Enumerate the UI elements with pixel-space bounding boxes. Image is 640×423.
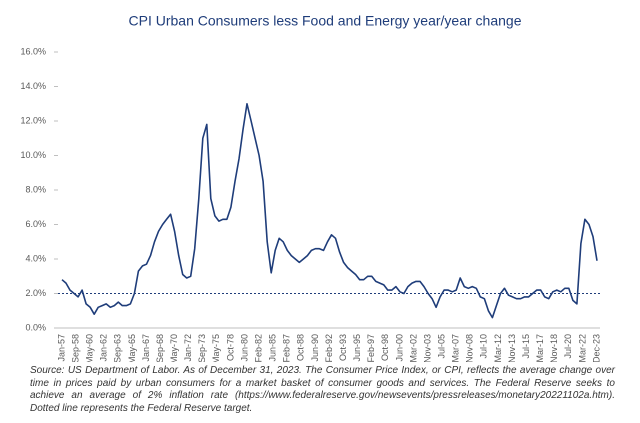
x-tick-label: May-70 <box>169 334 179 362</box>
y-tick-label: 10.0% <box>20 150 46 160</box>
x-tick-label: Feb-97 <box>366 334 376 362</box>
x-tick-label: Jan-72 <box>183 334 193 362</box>
x-tick-label: Jul-20 <box>563 334 573 359</box>
x-tick-label: Jan-57 <box>56 334 66 362</box>
x-tick-label: Jan-67 <box>141 334 151 362</box>
x-tick-label: May-75 <box>211 334 221 362</box>
x-tick-label: Sep-58 <box>70 334 80 362</box>
x-tick-label: Nov-18 <box>549 334 559 362</box>
x-tick-label: Mar-07 <box>451 334 461 362</box>
x-tick-label: May-65 <box>127 334 137 362</box>
y-tick-label: 6.0% <box>25 219 46 229</box>
x-tick-label: Sep-63 <box>113 334 123 362</box>
y-tick-label: 14.0% <box>20 81 46 91</box>
y-tick-label: 2.0% <box>25 288 46 298</box>
x-tick-label: Oct-98 <box>380 334 390 361</box>
y-tick-label: 12.0% <box>20 115 46 125</box>
x-tick-label: Feb-82 <box>253 334 263 362</box>
x-tick-label: Oct-78 <box>225 334 235 361</box>
source-note: Source: US Department of Labor. As of De… <box>30 365 615 414</box>
x-tick-label: Nov-13 <box>507 334 517 362</box>
y-tick-label: 16.0% <box>20 46 46 56</box>
x-tick-label: Mar-02 <box>408 334 418 362</box>
x-tick-label: Jul-15 <box>521 334 531 359</box>
x-tick-label: Nov-08 <box>465 334 475 362</box>
cpi-line <box>61 103 598 319</box>
x-tick-label: Sep-73 <box>197 334 207 362</box>
chart: CPI Urban Consumers less Food and Energy… <box>20 13 601 364</box>
x-tick-label: Jun-95 <box>352 334 362 362</box>
y-tick-label: 0.0% <box>25 322 46 332</box>
y-tick-label: 8.0% <box>25 184 46 194</box>
x-tick-label: Nov-03 <box>422 334 432 362</box>
x-tick-label: Mar-12 <box>493 334 503 362</box>
x-tick-label: Jun-85 <box>268 334 278 362</box>
x-tick-label: Oct-93 <box>338 334 348 361</box>
x-tick-label: Oct-88 <box>296 334 306 361</box>
x-tick-label: Jun-80 <box>239 334 249 362</box>
x-tick-label: Sep-68 <box>155 334 165 362</box>
x-tick-label: Jun-00 <box>394 334 404 362</box>
y-tick-label: 4.0% <box>25 253 46 263</box>
x-tick-label: Feb-87 <box>282 334 292 362</box>
x-tick-label: Jan-62 <box>99 334 109 362</box>
x-tick-label: Mar-22 <box>577 334 587 362</box>
x-tick-label: May-60 <box>85 334 95 362</box>
x-tick-label: Dec-23 <box>591 334 601 362</box>
x-tick-label: Mar-17 <box>535 334 545 362</box>
chart-title: CPI Urban Consumers less Food and Energy… <box>129 13 522 29</box>
x-tick-label: Jul-05 <box>437 334 447 359</box>
x-tick-label: Jul-10 <box>479 334 489 359</box>
x-tick-label: Feb-92 <box>324 334 334 362</box>
x-tick-label: Jun-90 <box>310 334 320 362</box>
